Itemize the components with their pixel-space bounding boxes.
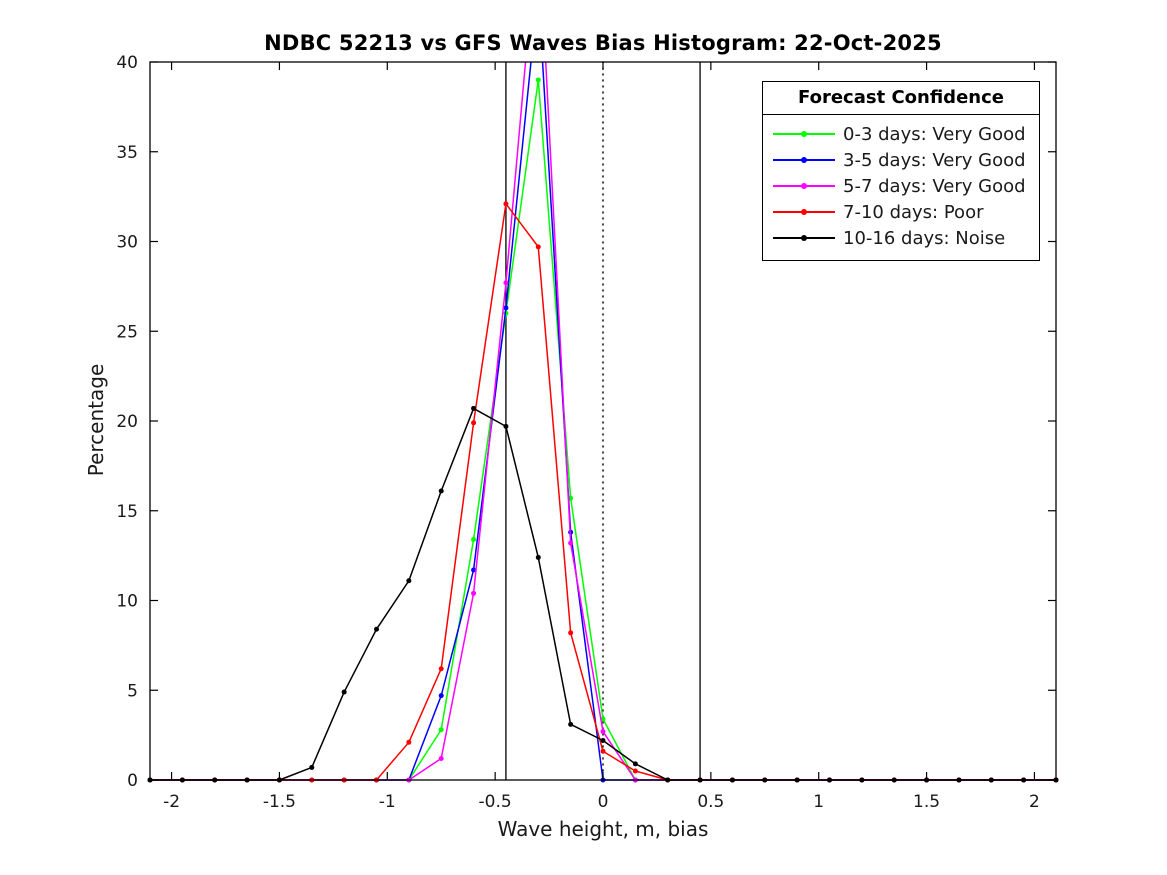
x-tick-label: 0 [598, 792, 609, 812]
legend-marker-dot [801, 157, 807, 163]
legend-line-sample [773, 131, 835, 137]
legend-item-label: 10-16 days: Noise [843, 227, 1006, 249]
x-tick-label: -0.5 [479, 792, 512, 812]
legend-title: Forecast Confidence [763, 82, 1039, 115]
y-tick-label: 15 [116, 502, 138, 522]
y-tick-label: 25 [116, 322, 138, 342]
data-point-7-10-days [568, 630, 574, 636]
legend-marker-dot [801, 209, 807, 215]
x-tick-label: -1 [379, 792, 396, 812]
x-tick-label: 0.5 [697, 792, 724, 812]
y-tick-label: 40 [116, 53, 138, 73]
data-point-0-3-days [438, 727, 444, 733]
legend-line-sample [773, 209, 835, 215]
legend-item-5-7-days: 5-7 days: Very Good [763, 173, 1039, 199]
y-tick-label: 20 [116, 412, 138, 432]
legend-item-label: 5-7 days: Very Good [843, 175, 1026, 197]
data-point-3-5-days [438, 693, 444, 699]
data-point-3-5-days [503, 305, 509, 311]
data-point-7-10-days [503, 201, 509, 207]
x-tick-label: 1 [813, 792, 824, 812]
x-tick-label: -1.5 [263, 792, 296, 812]
x-tick-label: -2 [163, 792, 180, 812]
data-point-10-16-days [600, 738, 606, 744]
data-point-7-10-days [535, 244, 541, 250]
legend-line-sample [773, 183, 835, 189]
data-point-10-16-days [341, 689, 347, 695]
data-point-7-10-days [438, 666, 444, 672]
y-tick-label: 10 [116, 592, 138, 612]
legend-marker-dot [801, 235, 807, 241]
legend-marker-dot [801, 183, 807, 189]
legend: Forecast Confidence 0-3 days: Very Good … [762, 81, 1040, 261]
y-tick-label: 35 [116, 143, 138, 163]
y-tick-label: 30 [116, 233, 138, 253]
legend-item-7-10-days: 7-10 days: Poor [763, 199, 1039, 225]
data-point-10-16-days [535, 554, 541, 560]
data-point-5-7-days [568, 540, 574, 546]
data-point-0-3-days [535, 77, 541, 83]
legend-item-0-3-days: 0-3 days: Very Good [763, 121, 1039, 147]
data-point-3-5-days [471, 567, 477, 573]
legend-item-label: 7-10 days: Poor [843, 201, 984, 223]
legend-line-sample [773, 157, 835, 163]
legend-item-label: 3-5 days: Very Good [843, 149, 1026, 171]
data-point-7-10-days [406, 739, 412, 745]
data-point-10-16-days [406, 578, 412, 584]
data-point-5-7-days [471, 590, 477, 596]
data-point-10-16-days [438, 488, 444, 494]
y-tick-label: 5 [127, 681, 138, 701]
data-point-7-10-days [600, 748, 606, 754]
legend-line-sample [773, 235, 835, 241]
data-point-10-16-days [503, 423, 509, 429]
data-point-10-16-days [568, 721, 574, 727]
data-point-5-7-days [438, 755, 444, 761]
data-point-7-10-days [471, 420, 477, 426]
data-point-0-3-days [471, 536, 477, 542]
x-tick-label: 1.5 [913, 792, 940, 812]
legend-marker-dot [801, 131, 807, 137]
chart-title: NDBC 52213 vs GFS Waves Bias Histogram: … [264, 31, 942, 55]
data-point-10-16-days [632, 761, 638, 767]
data-point-5-7-days [600, 729, 606, 735]
legend-items: 0-3 days: Very Good 3-5 days: Very Good … [763, 115, 1039, 260]
y-tick-label: 0 [127, 771, 138, 791]
data-point-5-7-days [503, 280, 509, 286]
legend-item-3-5-days: 3-5 days: Very Good [763, 147, 1039, 173]
x-tick-label: 2 [1029, 792, 1040, 812]
data-point-10-16-days [471, 405, 477, 411]
data-point-10-16-days [374, 626, 379, 632]
data-point-7-10-days [632, 768, 638, 774]
legend-item-label: 0-3 days: Very Good [843, 123, 1026, 145]
legend-item-10-16-days: 10-16 days: Noise [763, 225, 1039, 251]
x-axis-label: Wave height, m, bias [497, 817, 709, 841]
data-point-10-16-days [309, 764, 315, 770]
